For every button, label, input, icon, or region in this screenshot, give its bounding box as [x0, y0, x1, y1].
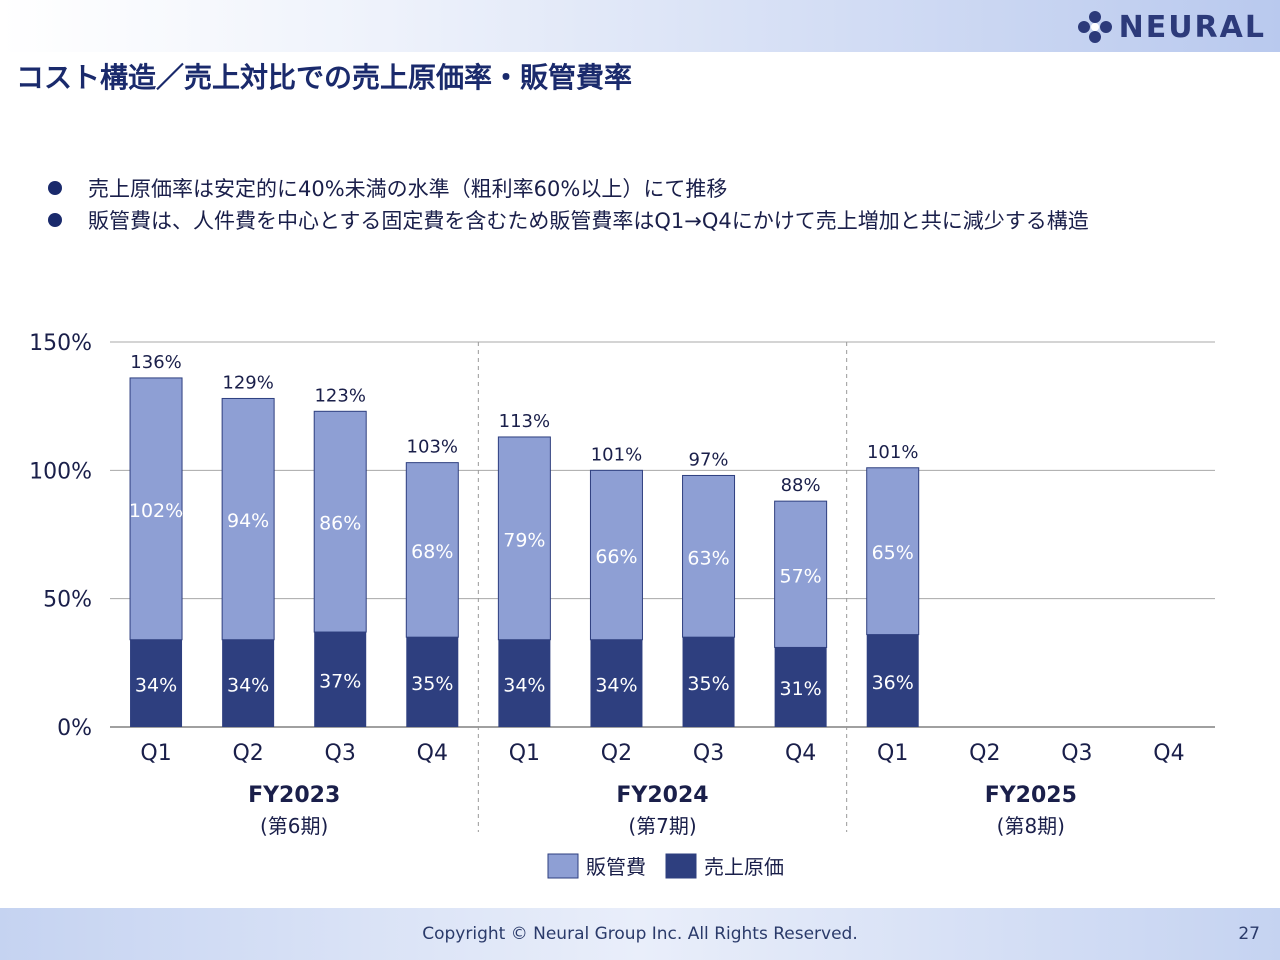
group-sublabel: (第7期)	[628, 814, 696, 838]
bullet-item: 販管費は、人件費を中心とする固定費を含むため販管費率はQ1→Q4にかけて売上増加…	[48, 204, 1089, 236]
data-label-total: 97%	[689, 449, 729, 470]
data-label-sga: 86%	[319, 513, 361, 535]
data-label-cost: 37%	[319, 671, 361, 693]
copyright-text: Copyright © Neural Group Inc. All Rights…	[422, 924, 858, 944]
bar-cost-of-sales	[130, 639, 183, 727]
group-sublabel: (第8期)	[997, 814, 1065, 838]
bar-sga	[589, 469, 643, 641]
bar-cost-of-sales	[406, 637, 459, 727]
bar-sga	[221, 397, 275, 641]
bar-sga	[313, 410, 367, 633]
x-tick-label: Q4	[1153, 741, 1184, 766]
data-label-total: 88%	[781, 475, 821, 496]
legend-swatch	[547, 853, 579, 879]
bar-sga	[682, 474, 736, 638]
data-label-sga: 79%	[503, 529, 545, 551]
x-tick-label: Q1	[877, 741, 908, 766]
data-label-sga: 102%	[129, 500, 183, 522]
bullet-text: 売上原価率は安定的に40%未満の水準（粗利率60%以上）にて推移	[88, 177, 728, 201]
x-tick-label: Q1	[140, 741, 171, 766]
footer-band	[0, 908, 1280, 960]
bullet-item: 売上原価率は安定的に40%未満の水準（粗利率60%以上）にて推移	[48, 172, 1089, 204]
company-logo: NEURAL	[1077, 9, 1266, 45]
data-label-sga: 63%	[687, 547, 729, 569]
bar-sga	[129, 377, 183, 641]
bullet-dot-icon	[48, 213, 62, 227]
data-label-sga: 66%	[595, 546, 637, 568]
x-tick-label: Q3	[325, 741, 356, 766]
bullet-text: 販管費は、人件費を中心とする固定費を含むため販管費率はQ1→Q4にかけて売上増加…	[88, 209, 1089, 233]
bullet-dot-icon	[48, 181, 62, 195]
x-tick-label: Q2	[232, 741, 263, 766]
bar-cost-of-sales	[682, 637, 735, 727]
neural-logo-icon	[1077, 11, 1112, 43]
bar-cost-of-sales	[774, 647, 827, 727]
data-label-total: 123%	[314, 385, 365, 406]
data-label-sga: 57%	[780, 565, 822, 587]
x-tick-label: Q2	[969, 741, 1000, 766]
bar-sga	[497, 436, 551, 641]
legend-swatch	[665, 853, 697, 879]
bar-sga	[866, 467, 920, 636]
bar-sga	[774, 500, 828, 648]
header-band	[0, 0, 1280, 52]
x-tick-label: Q3	[693, 741, 724, 766]
data-label-cost: 35%	[687, 673, 729, 695]
data-label-sga: 94%	[227, 510, 269, 532]
group-sublabel: (第6期)	[260, 814, 328, 838]
x-tick-label: Q3	[1061, 741, 1092, 766]
logo-text: NEURAL	[1118, 9, 1266, 45]
group-label: FY2025	[985, 783, 1077, 808]
x-tick-label: Q4	[417, 741, 448, 766]
data-label-cost: 34%	[503, 674, 545, 696]
page-title: コスト構造／売上対比での売上原価率・販管費率	[16, 61, 633, 94]
data-label-cost: 36%	[872, 672, 914, 694]
group-label: FY2023	[248, 783, 340, 808]
y-tick-label: 100%	[29, 459, 92, 484]
legend-label: 売上原価	[704, 855, 784, 879]
data-label-cost: 31%	[780, 678, 822, 700]
data-label-sga: 65%	[872, 542, 914, 564]
data-label-sga: 68%	[411, 541, 453, 563]
x-tick-label: Q1	[509, 741, 540, 766]
cost-ratio-chart: 0% 50% 100% 150% 34% 102% 136% Q1 34% 94% 129% Q2 37…	[29, 331, 1215, 879]
data-label-cost: 34%	[135, 674, 177, 696]
page-number: 27	[1238, 924, 1260, 944]
x-tick-label: Q2	[601, 741, 632, 766]
data-label-total: 129%	[222, 372, 273, 393]
y-tick-label: 0%	[57, 716, 92, 741]
data-label-cost: 34%	[227, 674, 269, 696]
data-label-cost: 35%	[411, 673, 453, 695]
data-label-total: 113%	[499, 411, 550, 432]
bar-cost-of-sales	[222, 639, 275, 727]
group-label: FY2024	[616, 783, 708, 808]
data-label-total: 103%	[407, 437, 458, 458]
data-label-total: 101%	[867, 442, 918, 463]
bar-cost-of-sales	[498, 639, 551, 727]
bar-sga	[405, 462, 459, 638]
x-tick-label: Q4	[785, 741, 816, 766]
data-label-total: 136%	[130, 352, 181, 373]
y-tick-label: 150%	[29, 331, 92, 356]
legend-label: 販管費	[586, 855, 646, 879]
bar-cost-of-sales	[866, 634, 919, 727]
bar-cost-of-sales	[314, 632, 367, 727]
data-label-cost: 34%	[595, 674, 637, 696]
bar-cost-of-sales	[590, 639, 643, 727]
y-tick-label: 50%	[43, 588, 92, 613]
data-label-total: 101%	[591, 444, 642, 465]
bullet-list: 売上原価率は安定的に40%未満の水準（粗利率60%以上）にて推移 販管費は、人件…	[48, 172, 1089, 236]
